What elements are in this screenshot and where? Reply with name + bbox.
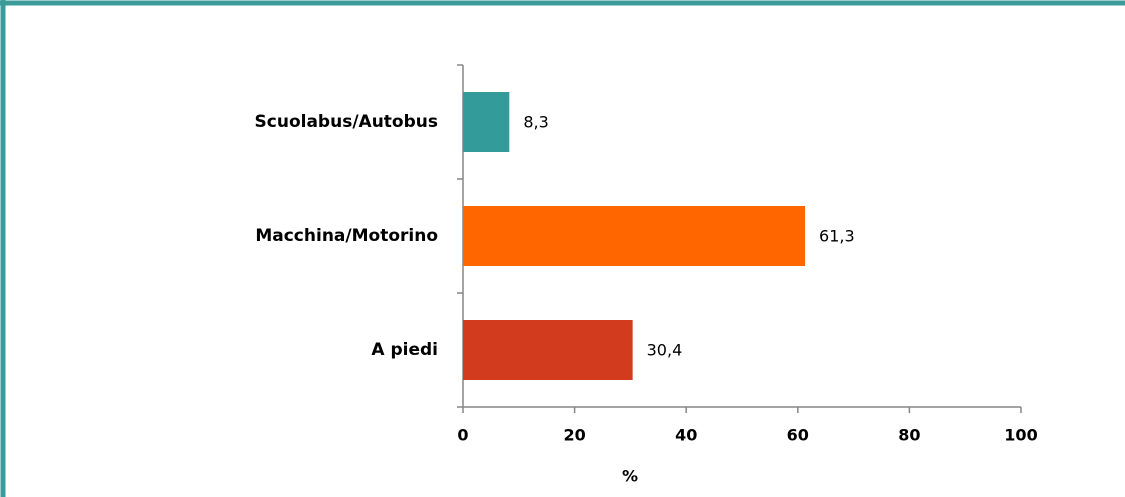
bar bbox=[463, 320, 633, 380]
x-tick-label: 0 bbox=[457, 426, 468, 445]
category-label: Scuolabus/Autobus bbox=[255, 112, 438, 132]
x-axis-label: % bbox=[622, 467, 638, 486]
x-tick-label: 100 bbox=[1004, 426, 1037, 445]
value-label: 30,4 bbox=[647, 341, 683, 360]
value-label: 8,3 bbox=[523, 113, 548, 132]
x-tick-label: 40 bbox=[675, 426, 697, 445]
bar bbox=[463, 92, 510, 152]
x-tick-label: 20 bbox=[563, 426, 585, 445]
x-tick-label: 80 bbox=[898, 426, 920, 445]
x-tick-label: 60 bbox=[787, 426, 809, 445]
bar bbox=[463, 206, 806, 266]
value-label: 61,3 bbox=[819, 227, 855, 246]
category-label: A piedi bbox=[371, 340, 438, 360]
category-label: Macchina/Motorino bbox=[255, 226, 438, 246]
